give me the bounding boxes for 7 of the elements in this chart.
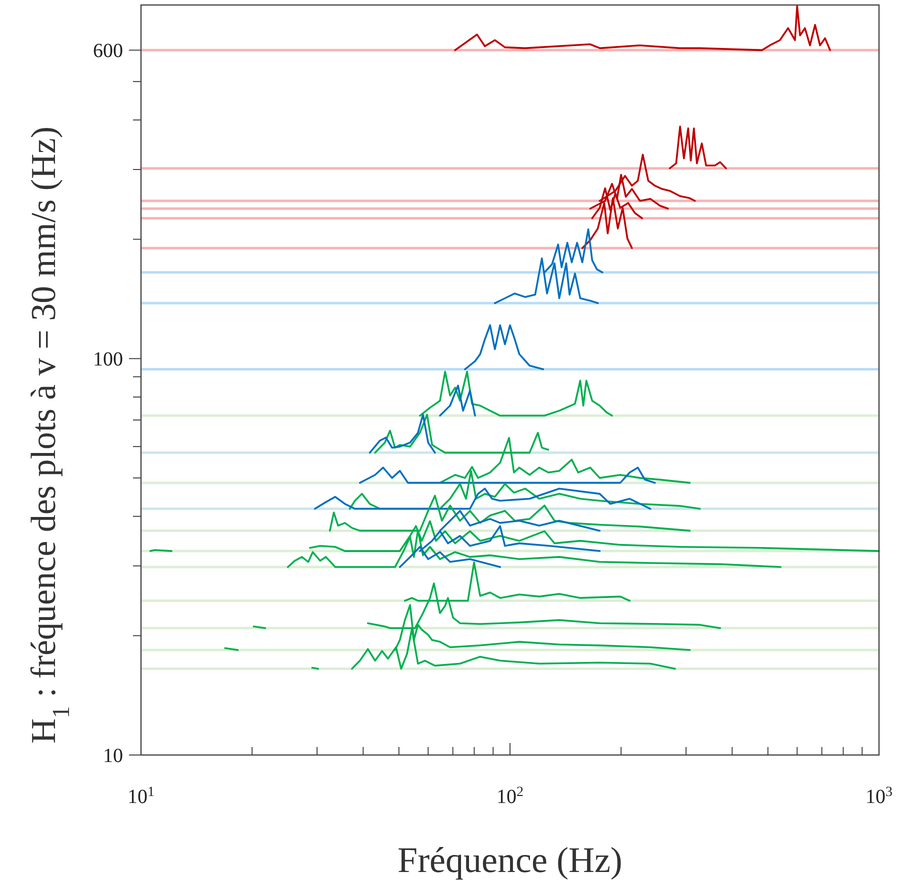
x-axis-title: Fréquence (Hz) [398,840,622,880]
y-tick-label: 100 [93,348,123,371]
x-tick-label: 10$^{3}$ [866,784,892,808]
x-tick-label: 10$^{1}$ [128,784,154,808]
y-tick-label: 600 [93,40,123,62]
y-tick-label: 10 [103,745,123,767]
x-tick-label: 10$^{2}$ [496,784,524,808]
